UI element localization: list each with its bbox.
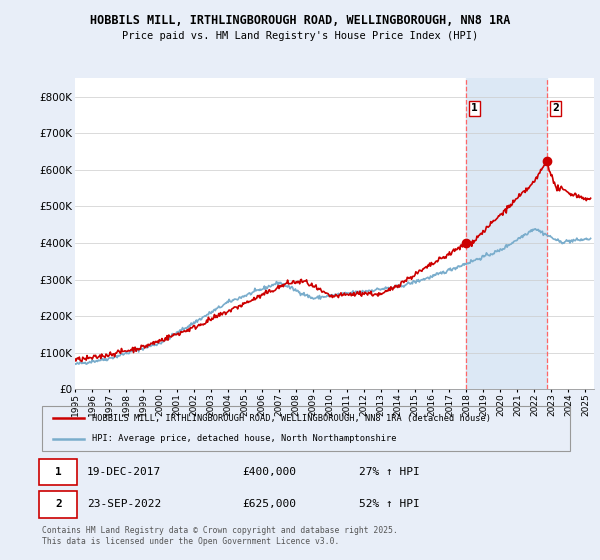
Text: £400,000: £400,000 — [242, 467, 296, 477]
Text: 23-SEP-2022: 23-SEP-2022 — [87, 500, 161, 509]
Text: Contains HM Land Registry data © Crown copyright and database right 2025.
This d: Contains HM Land Registry data © Crown c… — [42, 526, 398, 546]
Text: 52% ↑ HPI: 52% ↑ HPI — [359, 500, 419, 509]
FancyBboxPatch shape — [40, 459, 77, 485]
Text: £625,000: £625,000 — [242, 500, 296, 509]
Text: 2: 2 — [552, 103, 559, 113]
Text: 1: 1 — [55, 467, 62, 477]
Text: 2: 2 — [55, 500, 62, 509]
FancyBboxPatch shape — [40, 491, 77, 517]
Text: 27% ↑ HPI: 27% ↑ HPI — [359, 467, 419, 477]
Text: HPI: Average price, detached house, North Northamptonshire: HPI: Average price, detached house, Nort… — [92, 434, 397, 443]
Text: 1: 1 — [471, 103, 478, 113]
Text: Price paid vs. HM Land Registry's House Price Index (HPI): Price paid vs. HM Land Registry's House … — [122, 31, 478, 41]
Text: HOBBILS MILL, IRTHLINGBOROUGH ROAD, WELLINGBOROUGH, NN8 1RA (detached house): HOBBILS MILL, IRTHLINGBOROUGH ROAD, WELL… — [92, 414, 491, 423]
Bar — [466, 78, 547, 389]
Text: HOBBILS MILL, IRTHLINGBOROUGH ROAD, WELLINGBOROUGH, NN8 1RA: HOBBILS MILL, IRTHLINGBOROUGH ROAD, WELL… — [90, 14, 510, 27]
Text: 19-DEC-2017: 19-DEC-2017 — [87, 467, 161, 477]
